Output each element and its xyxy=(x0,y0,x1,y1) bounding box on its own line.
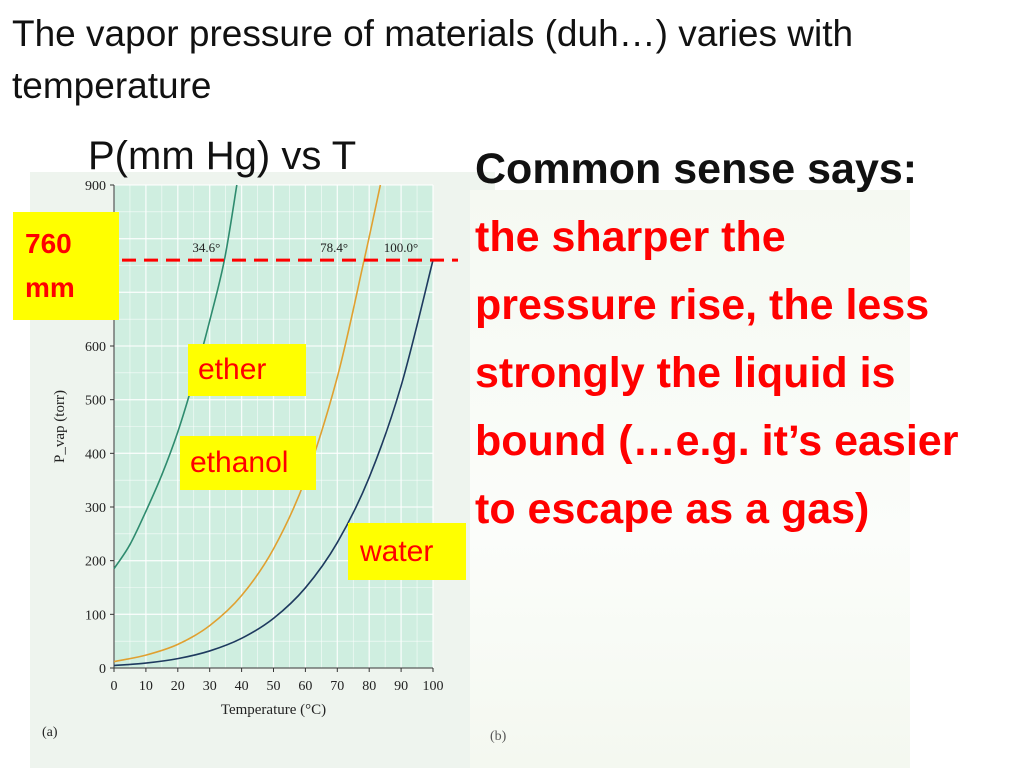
x-tick-label: 70 xyxy=(330,679,344,694)
y-tick-label: 500 xyxy=(85,394,106,409)
slide-title: The vapor pressure of materials (duh…) v… xyxy=(12,13,854,106)
callout-760-unit: mm xyxy=(25,272,75,303)
x-tick-label: 0 xyxy=(111,679,118,694)
y-tick-label: 200 xyxy=(85,555,106,570)
explanation-line-4: bound (…e.g. it’s easier xyxy=(475,417,959,465)
x-tick-label: 40 xyxy=(235,679,249,694)
x-tick-label: 90 xyxy=(394,679,408,694)
explanation-line-2: pressure rise, the less xyxy=(475,281,930,329)
label-water: water xyxy=(348,523,466,580)
y-tick-label: 300 xyxy=(85,501,106,516)
series-curve-0 xyxy=(113,184,238,570)
explanation-heading: Common sense says: xyxy=(475,145,918,193)
explanation-line-3: strongly the liquid is xyxy=(475,349,896,397)
scanned-figure-b-background xyxy=(470,190,910,768)
callout-760-value: 760 xyxy=(25,228,72,259)
boiling-point-label: 100.0° xyxy=(384,240,418,255)
series-curve-2 xyxy=(113,259,434,667)
y-tick-label: 900 xyxy=(85,179,106,194)
x-axis-title: Temperature (°C) xyxy=(221,702,326,718)
label-ether: ether xyxy=(188,344,306,396)
boiling-point-label: 78.4° xyxy=(320,240,348,255)
panel-b-label: (b) xyxy=(490,729,507,744)
explanation-line-5: to escape as a gas) xyxy=(475,485,870,533)
x-tick-label: 60 xyxy=(298,679,312,694)
explanation-line-1: the sharper the xyxy=(475,213,786,261)
panel-a-label: (a) xyxy=(42,725,58,740)
series-curve-1 xyxy=(113,184,382,663)
y-tick-label: 600 xyxy=(85,340,106,355)
x-tick-label: 100 xyxy=(423,679,444,694)
x-tick-label: 10 xyxy=(139,679,153,694)
y-tick-label: 0 xyxy=(99,662,106,677)
y-tick-label: 400 xyxy=(85,447,106,462)
x-tick-label: 30 xyxy=(203,679,217,694)
x-tick-label: 50 xyxy=(267,679,281,694)
y-tick-label: 100 xyxy=(85,608,106,623)
x-tick-label: 20 xyxy=(171,679,185,694)
boiling-point-label: 34.6° xyxy=(192,240,220,255)
explanation-text: Common sense says: the sharper the press… xyxy=(475,135,1020,543)
label-ethanol: ethanol xyxy=(180,436,316,490)
x-tick-label: 80 xyxy=(362,679,376,694)
y-axis-title: P_vap (torr) xyxy=(52,390,68,463)
callout-760-mm: 760 mm xyxy=(13,212,119,320)
chart-heading: P(mm Hg) vs T xyxy=(88,134,357,178)
